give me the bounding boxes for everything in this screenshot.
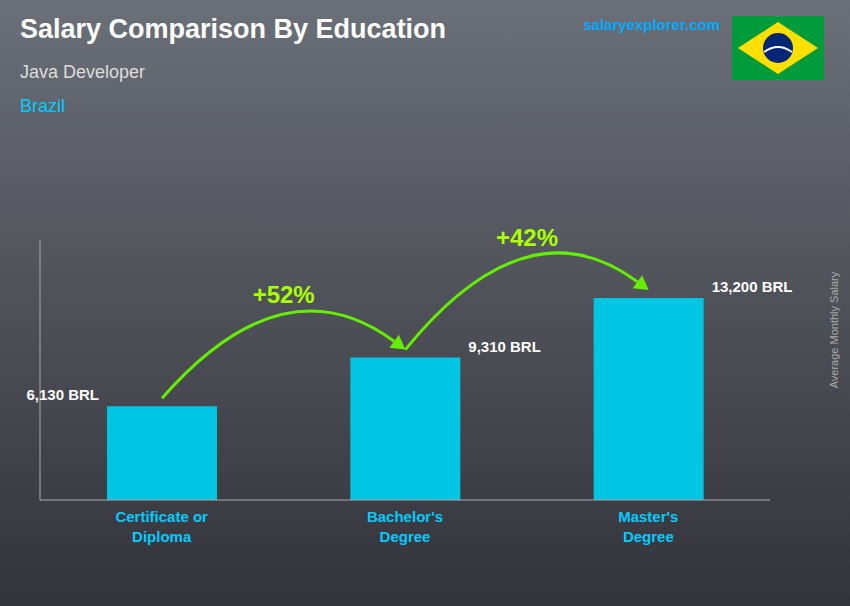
html-text:Java Developer: Java Developer	[20, 62, 146, 82]
svg-text:Average Monthly Salary: Average Monthly Salary	[828, 271, 840, 388]
svg-text:6,130 BRL: 6,130 BRL	[26, 386, 99, 403]
svg-text:Bachelor'sDegree: Bachelor'sDegree	[367, 508, 443, 545]
html-text:Brazil: Brazil	[20, 96, 65, 116]
html-text:Salary Comparison By Education: Salary Comparison By Education	[20, 14, 447, 44]
svg-text:+42%: +42%	[496, 224, 558, 251]
svg-text:+52%: +52%	[253, 281, 315, 308]
svg-text:13,200 BRL: 13,200 BRL	[712, 278, 793, 295]
html-text:salaryexplorer.com: salaryexplorer.com	[583, 16, 720, 33]
svg-text:Certificate orDiploma: Certificate orDiploma	[115, 508, 208, 545]
svg-text:9,310 BRL: 9,310 BRL	[468, 338, 541, 355]
svg-text:Master'sDegree: Master'sDegree	[618, 508, 678, 545]
